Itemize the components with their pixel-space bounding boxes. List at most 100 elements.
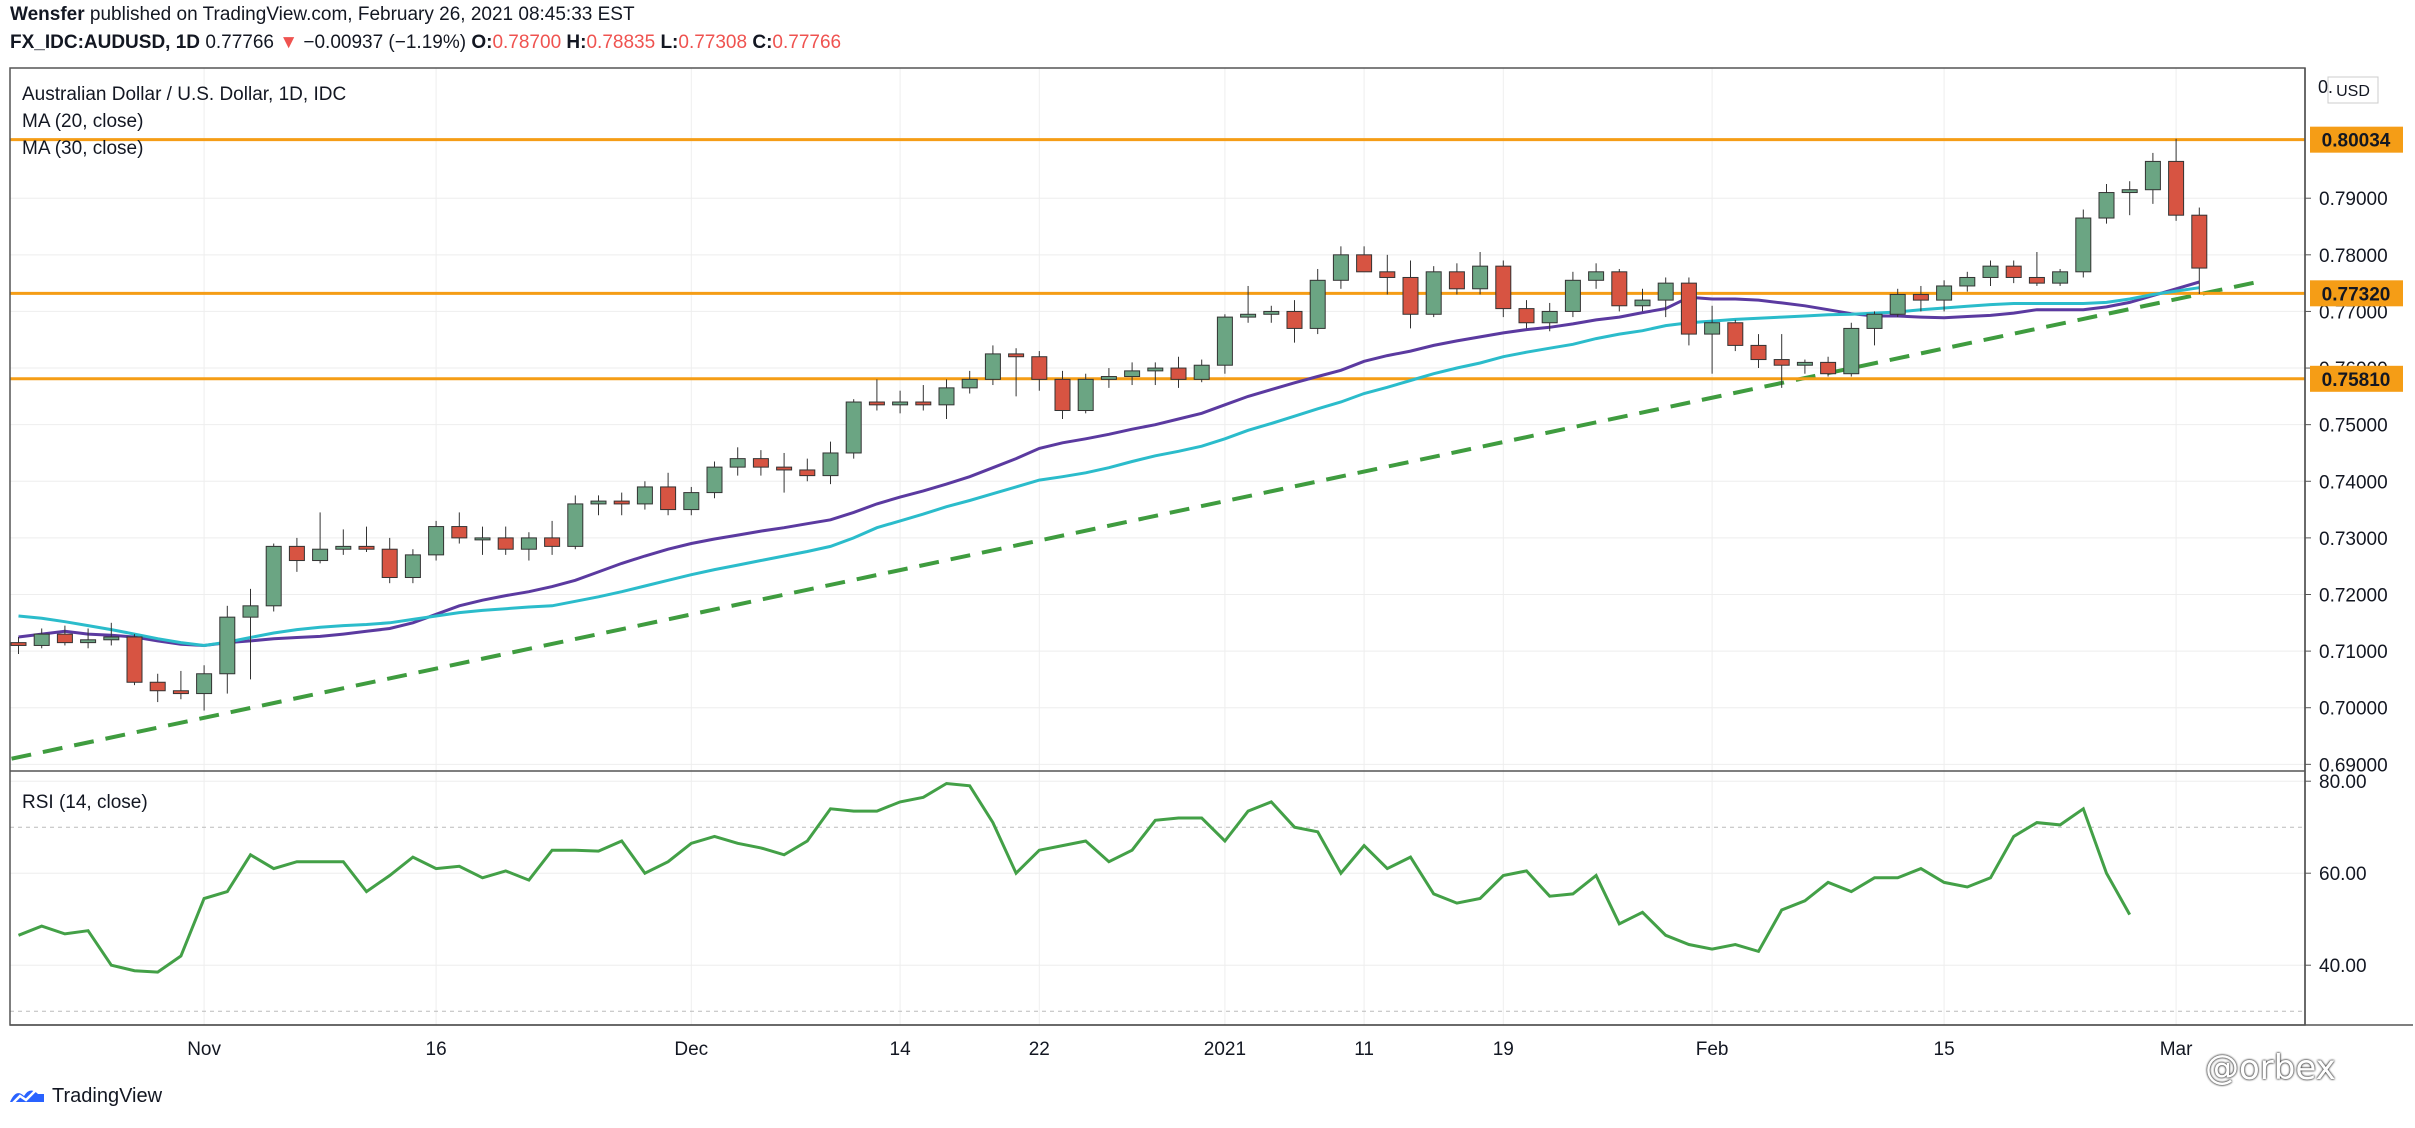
candle-body[interactable] [1008, 353, 1025, 358]
candle-body[interactable] [776, 466, 793, 471]
candle-body[interactable] [126, 636, 143, 683]
candle-body[interactable] [172, 690, 189, 695]
candle-body[interactable] [1100, 376, 1117, 380]
candle-body[interactable] [1263, 310, 1280, 315]
candle-body[interactable] [544, 537, 561, 547]
candle-body[interactable] [1796, 361, 1813, 366]
candle-body[interactable] [2075, 217, 2092, 273]
candle-body[interactable] [149, 681, 166, 692]
candle-body[interactable] [1564, 279, 1581, 312]
candle-body[interactable] [1332, 254, 1349, 281]
candle-body[interactable] [1448, 271, 1465, 290]
candle-body[interactable] [451, 526, 468, 539]
candle-body[interactable] [1959, 276, 1976, 287]
ma30-legend[interactable]: MA (30, close) [22, 138, 143, 159]
candle-body[interactable] [1843, 327, 1860, 375]
candle-body[interactable] [2052, 271, 2069, 284]
candle-body[interactable] [660, 486, 677, 511]
candle-body[interactable] [1425, 271, 1442, 315]
candle-body[interactable] [1077, 378, 1094, 412]
candle-body[interactable] [915, 401, 932, 406]
candle-body[interactable] [590, 500, 607, 505]
candle-body[interactable] [1657, 282, 1674, 301]
candle-body[interactable] [1518, 308, 1535, 324]
candle-body[interactable] [1309, 279, 1326, 329]
candle-body[interactable] [1982, 265, 1999, 278]
candle-body[interactable] [381, 548, 398, 579]
candle-body[interactable] [312, 548, 329, 562]
candle-body[interactable] [520, 537, 537, 550]
candle-body[interactable] [845, 401, 862, 454]
candle-body[interactable] [1820, 361, 1837, 375]
candle-body[interactable] [683, 492, 700, 511]
candle-body[interactable] [2098, 192, 2115, 219]
candle-body[interactable] [1750, 344, 1767, 361]
candle-body[interactable] [1193, 364, 1210, 380]
candle-body[interactable] [567, 503, 584, 547]
candle-body[interactable] [799, 469, 816, 477]
candle-body[interactable] [1379, 271, 1396, 278]
candle-body[interactable] [1611, 271, 1628, 307]
candle-body[interactable] [752, 458, 769, 468]
candle-body[interactable] [1541, 310, 1558, 324]
candle-body[interactable] [265, 545, 282, 607]
candle-body[interactable] [242, 605, 259, 618]
candle-body[interactable] [219, 616, 236, 675]
candle-body[interactable] [2028, 276, 2045, 284]
candle-body[interactable] [1286, 310, 1303, 329]
candle-body[interactable] [1124, 370, 1141, 378]
candle-body[interactable] [2168, 160, 2185, 216]
chart-title[interactable]: Australian Dollar / U.S. Dollar, 1D, IDC [22, 84, 346, 105]
candle-body[interactable] [706, 466, 723, 494]
level-badge[interactable] [2310, 365, 2403, 392]
candle-body[interactable] [358, 545, 375, 550]
candle-body[interactable] [984, 353, 1001, 380]
candle-body[interactable] [1472, 265, 1489, 290]
tradingview-footer[interactable]: TradingView [8, 1084, 162, 1108]
candle-body[interactable] [196, 673, 213, 695]
ma20-legend[interactable]: MA (20, close) [22, 111, 143, 132]
rsi-legend[interactable]: RSI (14, close) [22, 792, 148, 813]
candles-layer[interactable] [10, 138, 2208, 711]
candle-body[interactable] [1680, 282, 1697, 335]
candle-body[interactable] [961, 378, 978, 389]
candle-body[interactable] [103, 636, 120, 641]
candle-body[interactable] [335, 545, 352, 550]
candle-body[interactable] [1936, 285, 1953, 301]
candle-body[interactable] [404, 554, 421, 579]
candle-body[interactable] [938, 387, 955, 406]
candle-body[interactable] [80, 639, 97, 644]
symbol-name[interactable]: FX_IDC:AUDUSD, 1D [10, 32, 201, 53]
candle-body[interactable] [1031, 356, 1048, 380]
candle-body[interactable] [1402, 276, 1419, 315]
candle-body[interactable] [729, 458, 746, 468]
candle-body[interactable] [1727, 322, 1744, 346]
candle-body[interactable] [1216, 316, 1233, 366]
candle-body[interactable] [497, 537, 514, 550]
candle-body[interactable] [1147, 367, 1164, 372]
candle-body[interactable] [1773, 359, 1790, 366]
candle-body[interactable] [1495, 265, 1512, 310]
candle-body[interactable] [1704, 322, 1721, 335]
candle-body[interactable] [2144, 160, 2161, 191]
candle-body[interactable] [1866, 313, 1883, 329]
candle-body[interactable] [1634, 299, 1651, 307]
level-badge[interactable] [2310, 126, 2403, 153]
candle-body[interactable] [1588, 271, 1605, 281]
candle-body[interactable] [868, 401, 885, 406]
candle-body[interactable] [1356, 254, 1373, 273]
author-name[interactable]: Wensfer [10, 4, 85, 25]
candle-body[interactable] [1912, 293, 1929, 301]
candle-body[interactable] [1240, 313, 1257, 318]
currency-badge[interactable] [2327, 76, 2379, 104]
candle-body[interactable] [822, 452, 839, 477]
candle-body[interactable] [636, 486, 653, 505]
candle-body[interactable] [1054, 378, 1071, 412]
candle-body[interactable] [33, 633, 50, 646]
candle-body[interactable] [2121, 189, 2138, 194]
level-badge[interactable] [2310, 280, 2403, 307]
candle-body[interactable] [474, 537, 491, 541]
candle-body[interactable] [288, 545, 305, 562]
candle-body[interactable] [10, 642, 27, 646]
candle-body[interactable] [428, 526, 445, 556]
